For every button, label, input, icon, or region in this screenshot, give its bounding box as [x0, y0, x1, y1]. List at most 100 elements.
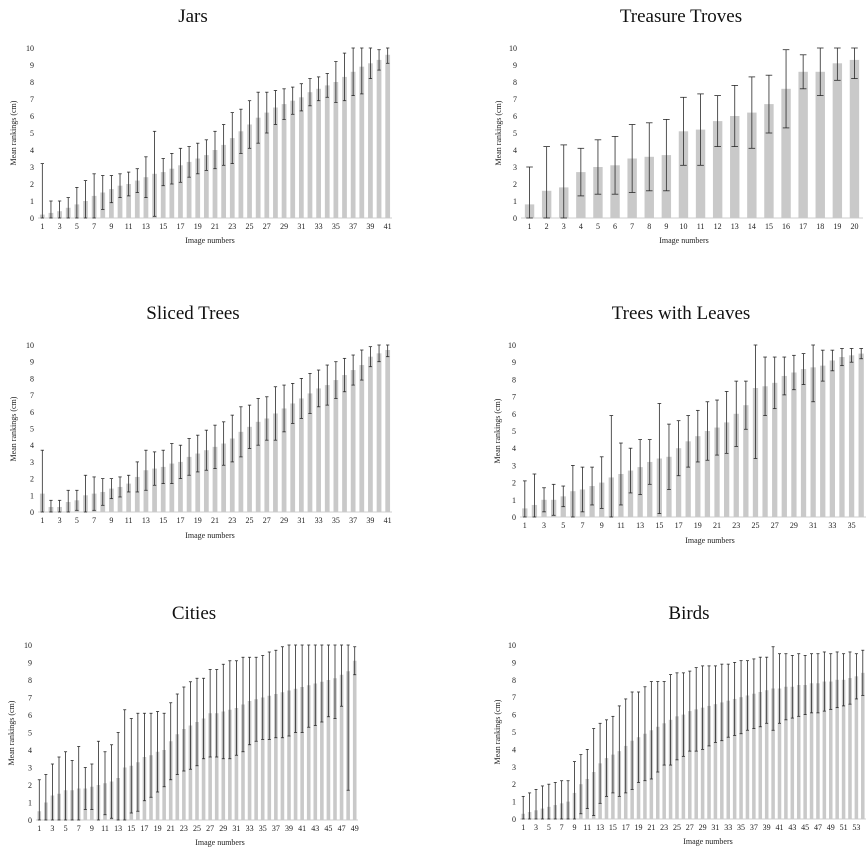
error-bar — [299, 83, 304, 112]
error-bar — [208, 669, 212, 758]
bar — [316, 88, 321, 218]
error-bar — [571, 465, 575, 518]
bar — [675, 716, 679, 819]
error-bar — [175, 693, 179, 775]
error-bar — [287, 644, 291, 737]
error-bar — [560, 780, 564, 820]
y-tick-label: 9 — [513, 61, 517, 70]
x-tick-label: 41 — [384, 516, 392, 525]
error-bar — [609, 415, 614, 518]
bar — [385, 54, 391, 218]
error-bar — [619, 442, 623, 506]
bar — [280, 692, 285, 820]
bar — [326, 680, 331, 820]
y-tick-label: 4 — [28, 746, 32, 755]
error-bar — [123, 709, 127, 821]
error-bar — [542, 487, 546, 513]
error-bar — [320, 644, 324, 723]
error-bar — [724, 391, 729, 454]
bar — [764, 690, 769, 819]
x-tick-label: 49 — [827, 823, 835, 832]
bar — [662, 723, 666, 819]
error-bar — [213, 130, 217, 170]
y-tick-label: 1 — [28, 799, 32, 808]
x-tick-label: 21 — [647, 823, 655, 832]
error-bar — [316, 369, 321, 408]
bar — [732, 698, 737, 819]
error-bar — [75, 186, 79, 219]
error-bar — [213, 424, 217, 469]
x-tick-label: 15 — [765, 222, 773, 231]
error-bar — [75, 489, 79, 511]
error-bar — [188, 681, 192, 770]
x-tick-label: 47 — [338, 824, 346, 833]
y-tick-label: 7 — [30, 95, 34, 104]
error-bar — [617, 705, 621, 797]
y-tick-label: 0 — [28, 816, 32, 825]
error-bar — [282, 384, 286, 433]
error-bar — [526, 166, 533, 219]
bar — [820, 365, 826, 517]
error-bar — [628, 447, 633, 494]
y-tick-label: 2 — [30, 180, 34, 189]
bar — [350, 71, 356, 218]
x-tick-label: 5 — [547, 823, 551, 832]
error-bar — [261, 655, 265, 740]
x-tick-label: 33 — [724, 823, 732, 832]
y-tick-label: 8 — [30, 78, 34, 87]
bar — [714, 427, 720, 517]
x-tick-label: 13 — [636, 521, 644, 530]
error-bar — [566, 780, 570, 820]
error-bar — [256, 398, 260, 446]
error-bar — [553, 782, 557, 820]
error-bar — [57, 499, 62, 513]
bar — [260, 697, 265, 820]
error-bar — [37, 779, 41, 821]
x-tick-label: 41 — [776, 823, 784, 832]
x-tick-label: 9 — [109, 222, 113, 231]
x-tick-label: 39 — [366, 516, 374, 525]
error-bar — [178, 444, 183, 480]
y-tick-label: 6 — [30, 112, 34, 121]
error-bar — [842, 653, 846, 707]
x-tick-label: 29 — [790, 521, 798, 530]
error-bar — [360, 47, 364, 95]
error-bar — [861, 649, 865, 696]
y-tick-label: 6 — [513, 112, 517, 121]
error-bar — [308, 78, 312, 107]
x-tick-label: 15 — [159, 516, 167, 525]
bar — [849, 59, 860, 219]
panel-jars: Jars Mean rankings (cm) Image numbers 01… — [9, 6, 392, 245]
x-tick-label: 29 — [219, 824, 227, 833]
error-bar — [830, 349, 835, 372]
x-tick-label: 45 — [801, 823, 809, 832]
y-tick-label: 6 — [512, 711, 516, 720]
bar — [254, 699, 258, 820]
error-bar — [585, 749, 589, 809]
error-bar — [308, 372, 312, 414]
bar — [281, 104, 287, 218]
y-tick-label: 5 — [512, 427, 516, 436]
error-bar — [598, 722, 602, 804]
x-tick-label: 13 — [142, 516, 150, 525]
bar — [359, 66, 365, 218]
bar — [264, 418, 270, 512]
y-tick-label: 10 — [26, 341, 34, 350]
y-tick-label: 1 — [513, 197, 517, 206]
error-bar — [334, 61, 338, 103]
error-bar — [811, 344, 815, 403]
bar — [790, 686, 795, 819]
error-bar — [797, 653, 801, 717]
error-bar — [49, 499, 53, 513]
error-bar — [204, 139, 209, 171]
error-bar — [351, 47, 355, 96]
bar — [368, 63, 373, 218]
y-tick-label: 5 — [513, 129, 517, 138]
bar — [290, 403, 296, 512]
error-bar — [265, 396, 269, 441]
error-bar — [316, 76, 321, 102]
error-bar — [66, 489, 70, 513]
error-bar — [161, 449, 165, 485]
bar — [681, 714, 686, 819]
bar — [201, 718, 206, 820]
